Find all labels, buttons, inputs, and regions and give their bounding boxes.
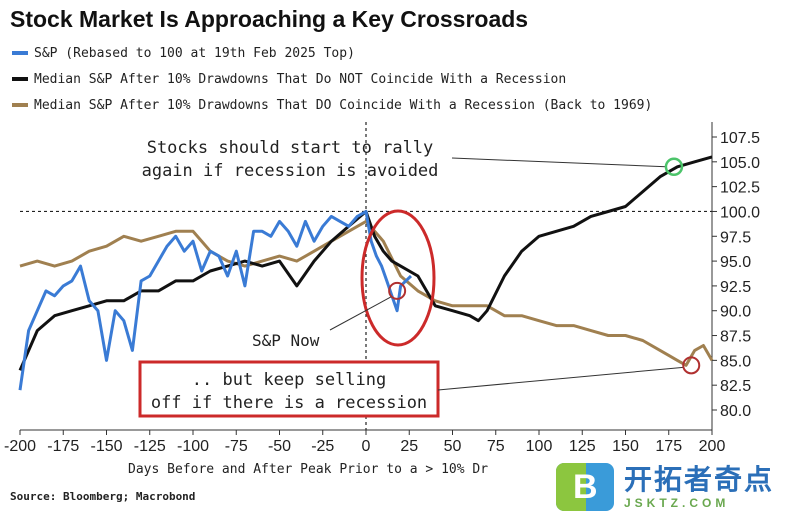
x-tick-label: -75	[225, 438, 248, 455]
legend-label-sp: S&P (Rebased to 100 at 19th Feb 2025 Top…	[34, 45, 355, 61]
x-tick-label: -125	[134, 438, 166, 455]
series-line-recession	[19, 219, 714, 367]
y-tick-label: 95.0	[720, 254, 751, 271]
sp-now-highlight-ellipse	[360, 209, 436, 347]
y-tick-label: 92.5	[720, 279, 751, 296]
watermark-logo-icon: B	[556, 463, 614, 511]
y-tick-label: 85.0	[720, 353, 751, 370]
y-tick-label: 90.0	[720, 304, 751, 321]
annotation-sp-now: S&P Now	[252, 331, 320, 350]
chart-title: Stock Market Is Approaching a Key Crossr…	[10, 6, 529, 32]
y-tick-label: 105.0	[720, 155, 760, 172]
legend-label-recession: Median S&P After 10% Drawdowns That DO C…	[34, 97, 653, 113]
annotation-selling-box	[138, 360, 440, 418]
watermark-url: JSKTZ.COM	[624, 496, 730, 510]
annotation-rally-marker	[664, 157, 684, 177]
x-tick-label: 125	[569, 438, 596, 455]
y-tick-label: 82.5	[720, 378, 751, 395]
x-tick-label: -150	[90, 438, 122, 455]
watermark-name: 开拓者奇点	[624, 463, 775, 496]
y-tick-label: 102.5	[720, 180, 760, 197]
legend-swatch-no-recession	[12, 77, 28, 81]
x-tick-label: 150	[612, 438, 639, 455]
annotation-rally-line1: Stocks should start to rally	[147, 138, 434, 158]
y-tick-label: 87.5	[720, 329, 751, 346]
sp-now-marker	[388, 281, 407, 300]
series-line-no-recession	[18, 155, 713, 371]
x-tick-label: 175	[655, 438, 682, 455]
x-tick-label: -50	[268, 438, 291, 455]
annotation-selling-line2: off if there is a recession	[151, 393, 427, 413]
y-tick-label: 100.0	[720, 204, 760, 221]
annotation-selling-pointer	[437, 366, 684, 391]
legend: S&P (Rebased to 100 at 19th Feb 2025 Top…	[12, 40, 652, 118]
x-tick-label: -175	[47, 438, 79, 455]
y-tick-label: 97.5	[720, 229, 751, 246]
x-tick-label: 0	[362, 438, 371, 455]
legend-item-recession: Median S&P After 10% Drawdowns That DO C…	[12, 92, 652, 118]
line-chart: 80.0 82.5 85.0 87.5 90.0 92.5 95.0 97.5 100.0 102…	[4, 122, 760, 477]
y-tick-label: 80.0	[720, 403, 751, 420]
x-tick-label: 50	[444, 438, 462, 455]
annotation-rally-line2: again if recession is avoided	[142, 161, 439, 181]
x-tick-label: -100	[177, 438, 209, 455]
x-tick-label: 75	[487, 438, 505, 455]
legend-swatch-sp	[12, 51, 28, 55]
x-tick-label: 200	[699, 438, 726, 455]
watermark: B 开拓者奇点 JSKTZ.COM	[556, 463, 774, 511]
legend-label-no-recession: Median S&P After 10% Drawdowns That Do N…	[34, 71, 567, 87]
x-tick-label: -25	[311, 438, 334, 455]
sp-now-pointer	[329, 296, 392, 331]
source-note: Source: Bloomberg; Macrobond	[10, 490, 196, 503]
legend-swatch-recession	[12, 103, 28, 107]
x-axis-label: Days Before and After Peak Prior to a > …	[128, 462, 488, 477]
y-tick-label: 107.5	[720, 130, 760, 147]
legend-item-sp: S&P (Rebased to 100 at 19th Feb 2025 Top…	[12, 40, 652, 66]
x-tick-label: -200	[4, 438, 36, 455]
x-tick-label: 25	[400, 438, 418, 455]
annotation-rally-pointer	[451, 157, 666, 168]
annotation-selling-marker	[682, 356, 701, 375]
annotation-selling-line1: .. but keep selling	[192, 370, 386, 390]
x-tick-label: 100	[526, 438, 553, 455]
legend-item-no-recession: Median S&P After 10% Drawdowns That Do N…	[12, 66, 652, 92]
